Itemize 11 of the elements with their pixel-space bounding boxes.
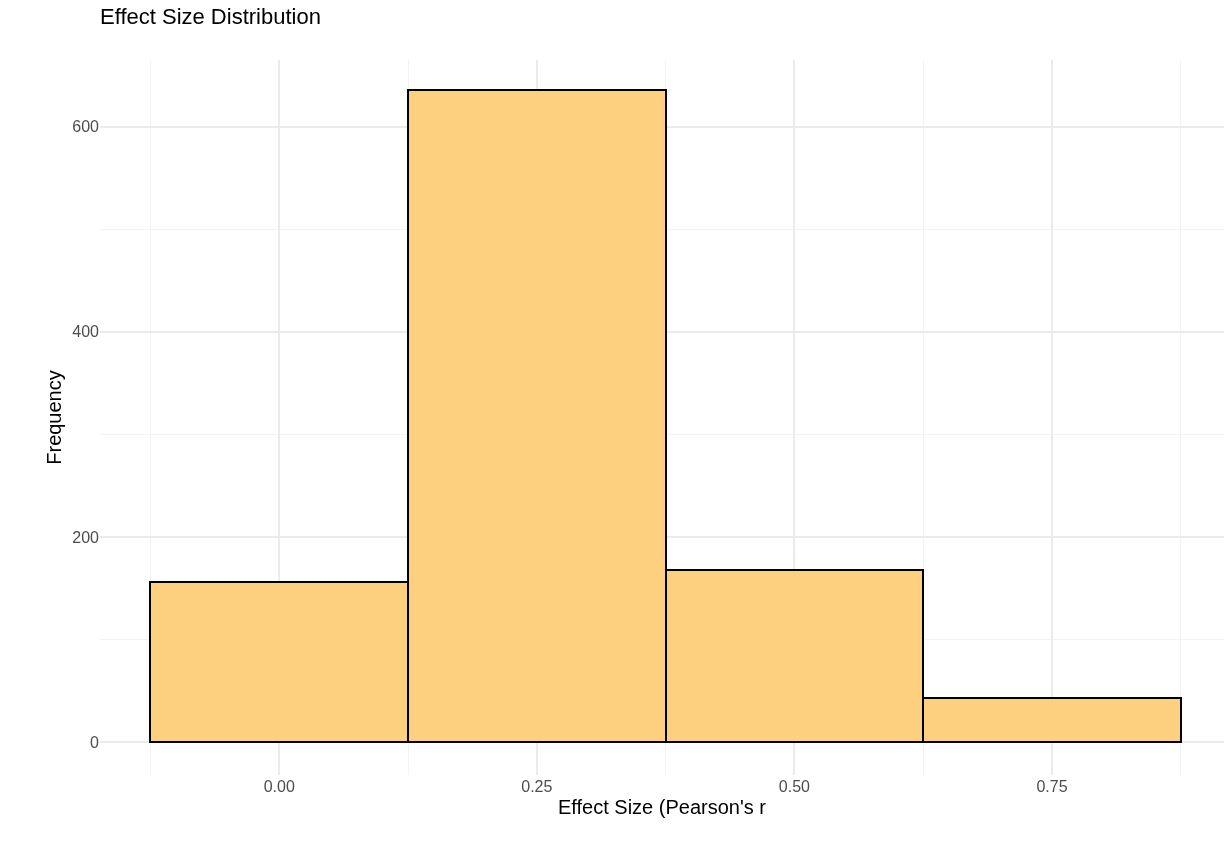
y-tick-label: 600 (72, 118, 100, 136)
x-tick-label: 0.50 (778, 778, 811, 795)
y-tick-label: 400 (72, 323, 100, 341)
y-tick-label: 200 (72, 528, 100, 546)
chart-title: Effect Size Distribution (100, 3, 321, 29)
x-tick-label: 0.75 (1036, 778, 1068, 795)
y-axis-title: Frequency (42, 370, 65, 465)
y-tick-label: 0 (90, 733, 100, 751)
x-tick-label: 0.25 (521, 778, 553, 795)
x-axis-title: Effect Size (Pearson's r (558, 795, 767, 818)
x-tick-label: 0.00 (263, 778, 295, 795)
